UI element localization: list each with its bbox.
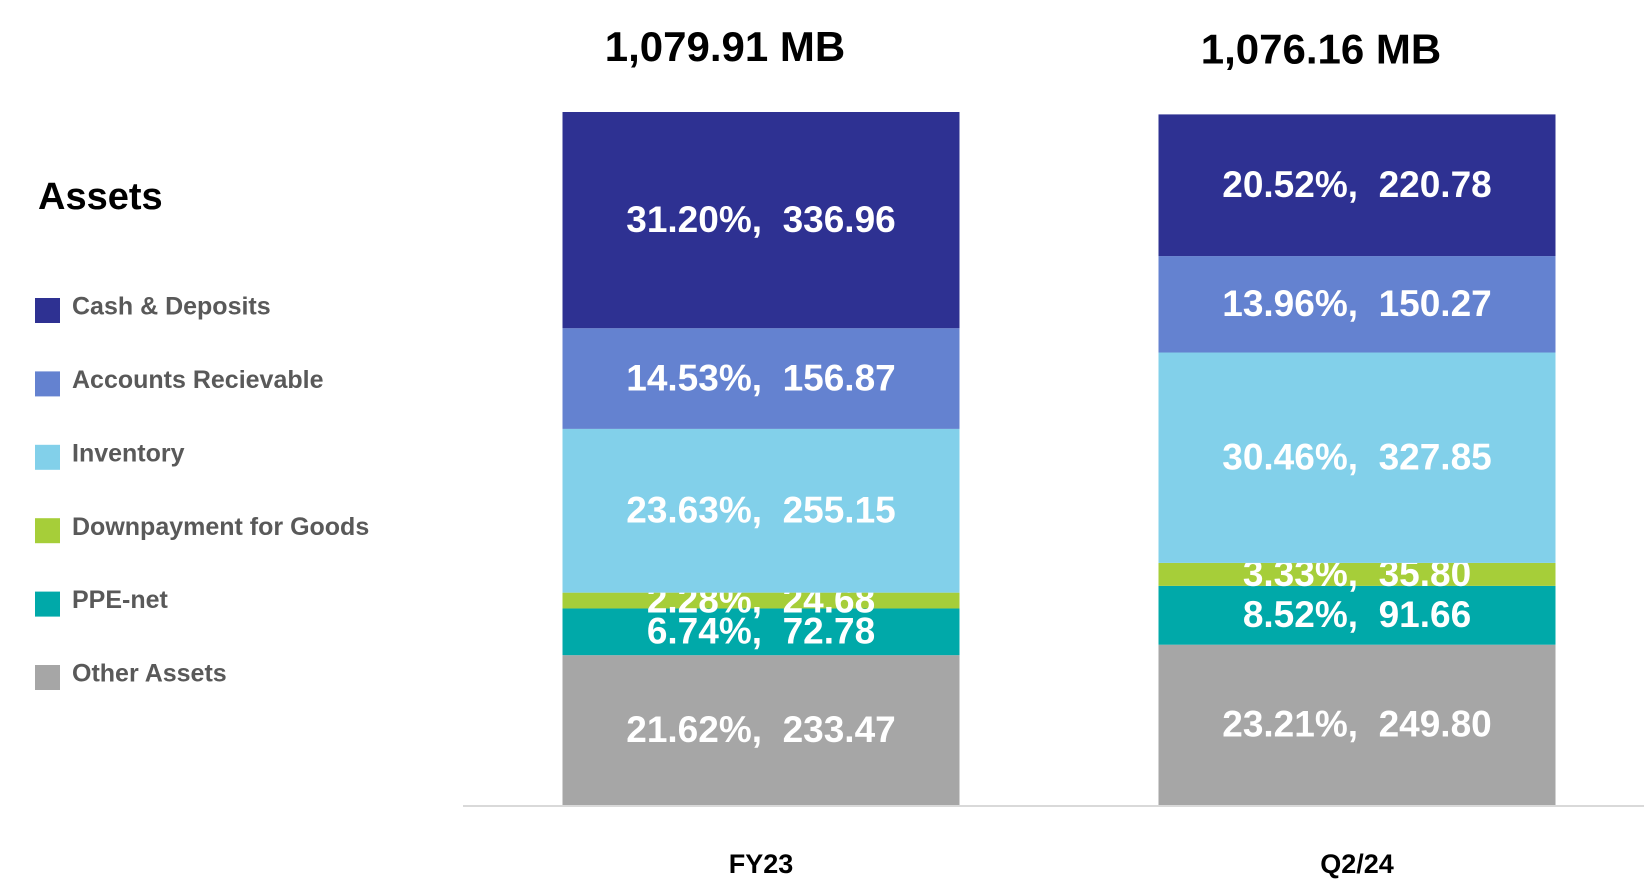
bar-segment — [1158, 585, 1556, 645]
bar-segment — [1158, 352, 1556, 563]
bar-segment — [562, 112, 960, 329]
bar-segment — [1158, 644, 1556, 805]
bar-segment — [562, 608, 960, 656]
value-label: 13.96%, 150.27 — [1222, 283, 1492, 324]
bar-segment — [562, 428, 960, 593]
x-tick-label: FY23 — [729, 849, 794, 879]
x-tick-label: Q2/24 — [1320, 849, 1394, 879]
value-label: 23.21%, 249.80 — [1222, 704, 1492, 745]
value-label: 6.74%, 72.78 — [647, 611, 875, 652]
legend-title: Assets — [38, 176, 163, 218]
legend-swatch — [35, 444, 60, 470]
value-label: 20.52%, 220.78 — [1222, 164, 1492, 205]
total-label: 1,076.16 MB — [1201, 26, 1441, 73]
value-label: 21.62%, 233.47 — [626, 709, 896, 750]
legend-swatch — [35, 591, 60, 617]
value-label: 14.53%, 156.87 — [626, 357, 896, 398]
legend-label: Inventory — [72, 439, 185, 467]
legend-label: Other Assets — [72, 660, 227, 688]
legend-label: Accounts Recievable — [72, 366, 324, 394]
bar-segment — [1158, 562, 1556, 586]
legend-swatch — [35, 298, 60, 323]
bar-segment — [1158, 256, 1556, 353]
legend-label: PPE-net — [72, 586, 169, 614]
legend-swatch — [35, 518, 60, 544]
legend-swatch — [35, 371, 60, 397]
value-label: 23.63%, 255.15 — [626, 490, 896, 531]
bar-segment — [1158, 114, 1556, 257]
value-label: 31.20%, 336.96 — [626, 199, 896, 240]
total-label: 1,079.91 MB — [605, 23, 845, 70]
legend-label: Cash & Deposits — [72, 293, 271, 321]
value-label: 8.52%, 91.66 — [1243, 594, 1471, 635]
legend-swatch — [35, 665, 60, 690]
legend-label: Downpayment for Goods — [72, 513, 369, 541]
value-label: 30.46%, 327.85 — [1222, 436, 1492, 477]
bar-segment — [562, 328, 960, 429]
bar-segment — [562, 592, 960, 609]
bar-segment — [562, 655, 960, 805]
